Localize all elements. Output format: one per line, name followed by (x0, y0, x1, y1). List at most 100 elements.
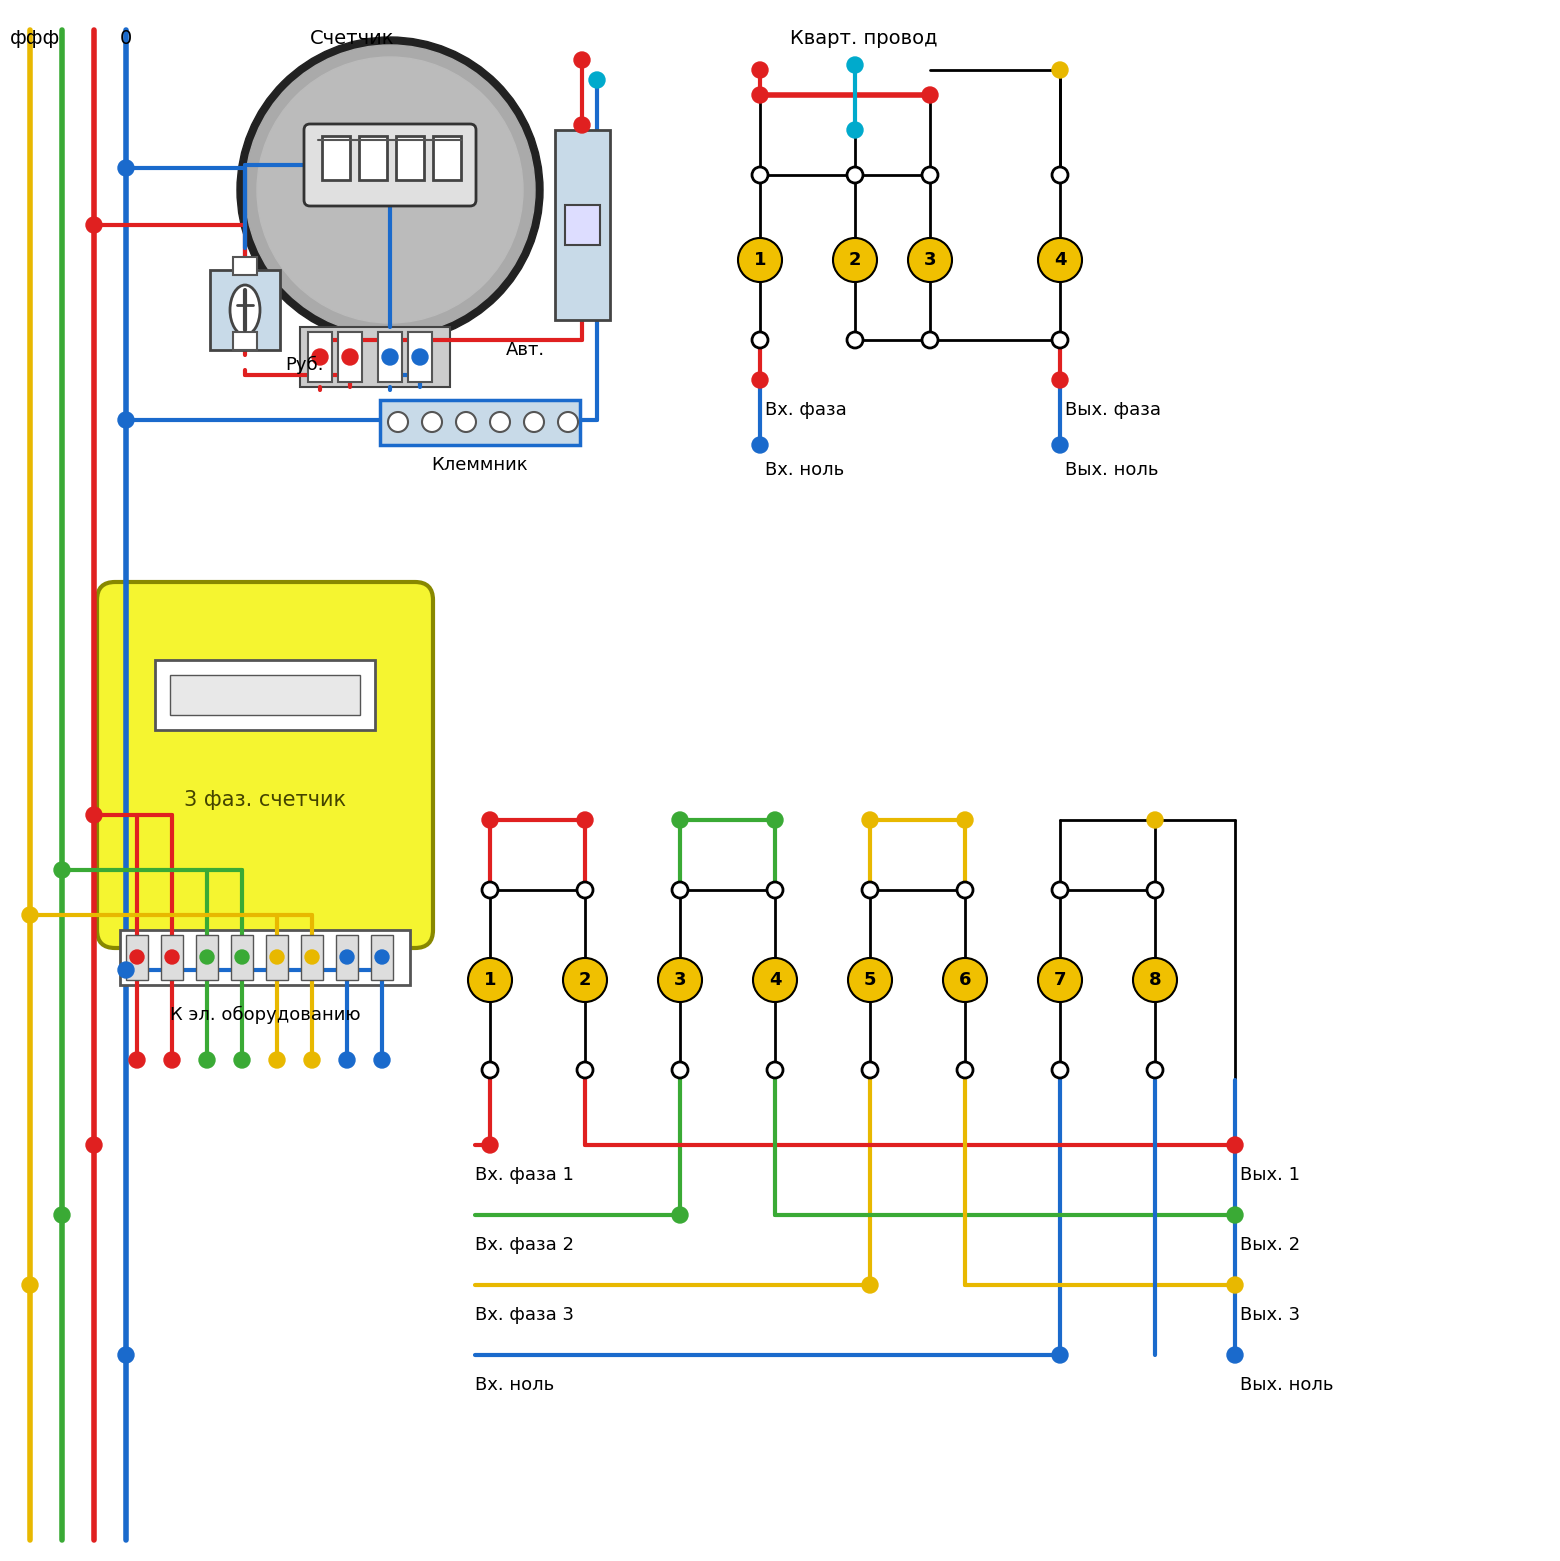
Circle shape (1051, 437, 1069, 453)
Circle shape (577, 812, 593, 827)
Text: Вых. ноль: Вых. ноль (1240, 1375, 1334, 1394)
Text: Вых. 2: Вых. 2 (1240, 1236, 1299, 1253)
Bar (555, 130, 610, 320)
Circle shape (1051, 882, 1069, 898)
Circle shape (942, 958, 987, 1002)
Text: 3: 3 (924, 251, 936, 268)
Circle shape (1147, 1061, 1164, 1079)
Bar (339, 332, 362, 382)
Circle shape (1147, 812, 1164, 827)
Circle shape (768, 882, 783, 898)
Circle shape (1228, 1277, 1243, 1293)
Circle shape (752, 167, 768, 183)
Circle shape (847, 58, 863, 73)
Bar (371, 935, 393, 980)
Circle shape (304, 1052, 320, 1068)
Circle shape (482, 882, 498, 898)
Text: 3: 3 (674, 971, 686, 990)
Circle shape (55, 862, 70, 877)
Circle shape (768, 812, 783, 827)
Circle shape (86, 217, 101, 233)
Text: Вых. 1: Вых. 1 (1240, 1166, 1299, 1183)
Bar (211, 270, 279, 350)
Bar (335, 935, 357, 980)
Bar (267, 935, 289, 980)
Circle shape (200, 1052, 215, 1068)
Circle shape (672, 882, 688, 898)
Bar (197, 935, 218, 980)
Text: 2: 2 (849, 251, 861, 268)
Circle shape (672, 812, 688, 827)
Circle shape (257, 58, 523, 323)
Text: Вх. фаза 2: Вх. фаза 2 (474, 1236, 574, 1253)
Bar (126, 935, 148, 980)
Text: 2: 2 (579, 971, 591, 990)
Circle shape (388, 412, 409, 432)
Circle shape (490, 412, 510, 432)
Bar (378, 332, 402, 382)
Circle shape (119, 159, 134, 176)
Circle shape (752, 332, 768, 348)
Text: 6: 6 (959, 971, 972, 990)
Circle shape (1133, 958, 1176, 1002)
Bar (232, 332, 257, 350)
Bar (161, 935, 183, 980)
Text: ффф: ффф (9, 28, 61, 47)
Circle shape (270, 951, 284, 965)
Circle shape (1228, 1207, 1243, 1222)
Bar (359, 136, 387, 180)
Bar (232, 258, 257, 275)
Circle shape (1037, 958, 1083, 1002)
Circle shape (456, 412, 476, 432)
Bar (565, 204, 601, 245)
Bar (381, 400, 580, 445)
Circle shape (1051, 332, 1069, 348)
Ellipse shape (229, 286, 261, 336)
Text: Счетчик: Счетчик (310, 28, 395, 47)
Circle shape (482, 812, 498, 827)
Circle shape (956, 812, 973, 827)
Circle shape (342, 350, 357, 365)
Circle shape (165, 951, 179, 965)
Circle shape (956, 882, 973, 898)
Circle shape (658, 958, 702, 1002)
Bar (301, 935, 323, 980)
Text: Вх. ноль: Вх. ноль (474, 1375, 554, 1394)
Circle shape (1051, 372, 1069, 389)
FancyBboxPatch shape (304, 123, 476, 206)
Circle shape (863, 812, 878, 827)
Circle shape (847, 122, 863, 137)
Text: Клеммник: Клеммник (432, 456, 529, 475)
Circle shape (374, 1052, 390, 1068)
Circle shape (574, 52, 590, 69)
Bar (321, 136, 349, 180)
Circle shape (86, 807, 101, 823)
Circle shape (1228, 1136, 1243, 1154)
Circle shape (312, 350, 328, 365)
Circle shape (738, 237, 782, 283)
Circle shape (847, 167, 863, 183)
Text: 8: 8 (1148, 971, 1161, 990)
Circle shape (752, 372, 768, 389)
Circle shape (558, 412, 579, 432)
Circle shape (119, 412, 134, 428)
Text: Руб.: Руб. (285, 356, 323, 375)
Circle shape (672, 1207, 688, 1222)
Circle shape (86, 1136, 101, 1154)
Text: 4: 4 (1053, 251, 1065, 268)
Text: Вых. 3: Вых. 3 (1240, 1307, 1299, 1324)
Circle shape (922, 87, 938, 103)
Text: Вых. ноль: Вых. ноль (1065, 460, 1159, 479)
Circle shape (237, 37, 543, 343)
Circle shape (340, 951, 354, 965)
Circle shape (908, 237, 952, 283)
Circle shape (672, 1061, 688, 1079)
Circle shape (574, 117, 590, 133)
Text: Кварт. провод: Кварт. провод (789, 28, 938, 47)
Bar (396, 136, 424, 180)
Circle shape (468, 958, 512, 1002)
Bar (300, 326, 449, 387)
Circle shape (863, 1277, 878, 1293)
Circle shape (524, 412, 544, 432)
Circle shape (847, 332, 863, 348)
